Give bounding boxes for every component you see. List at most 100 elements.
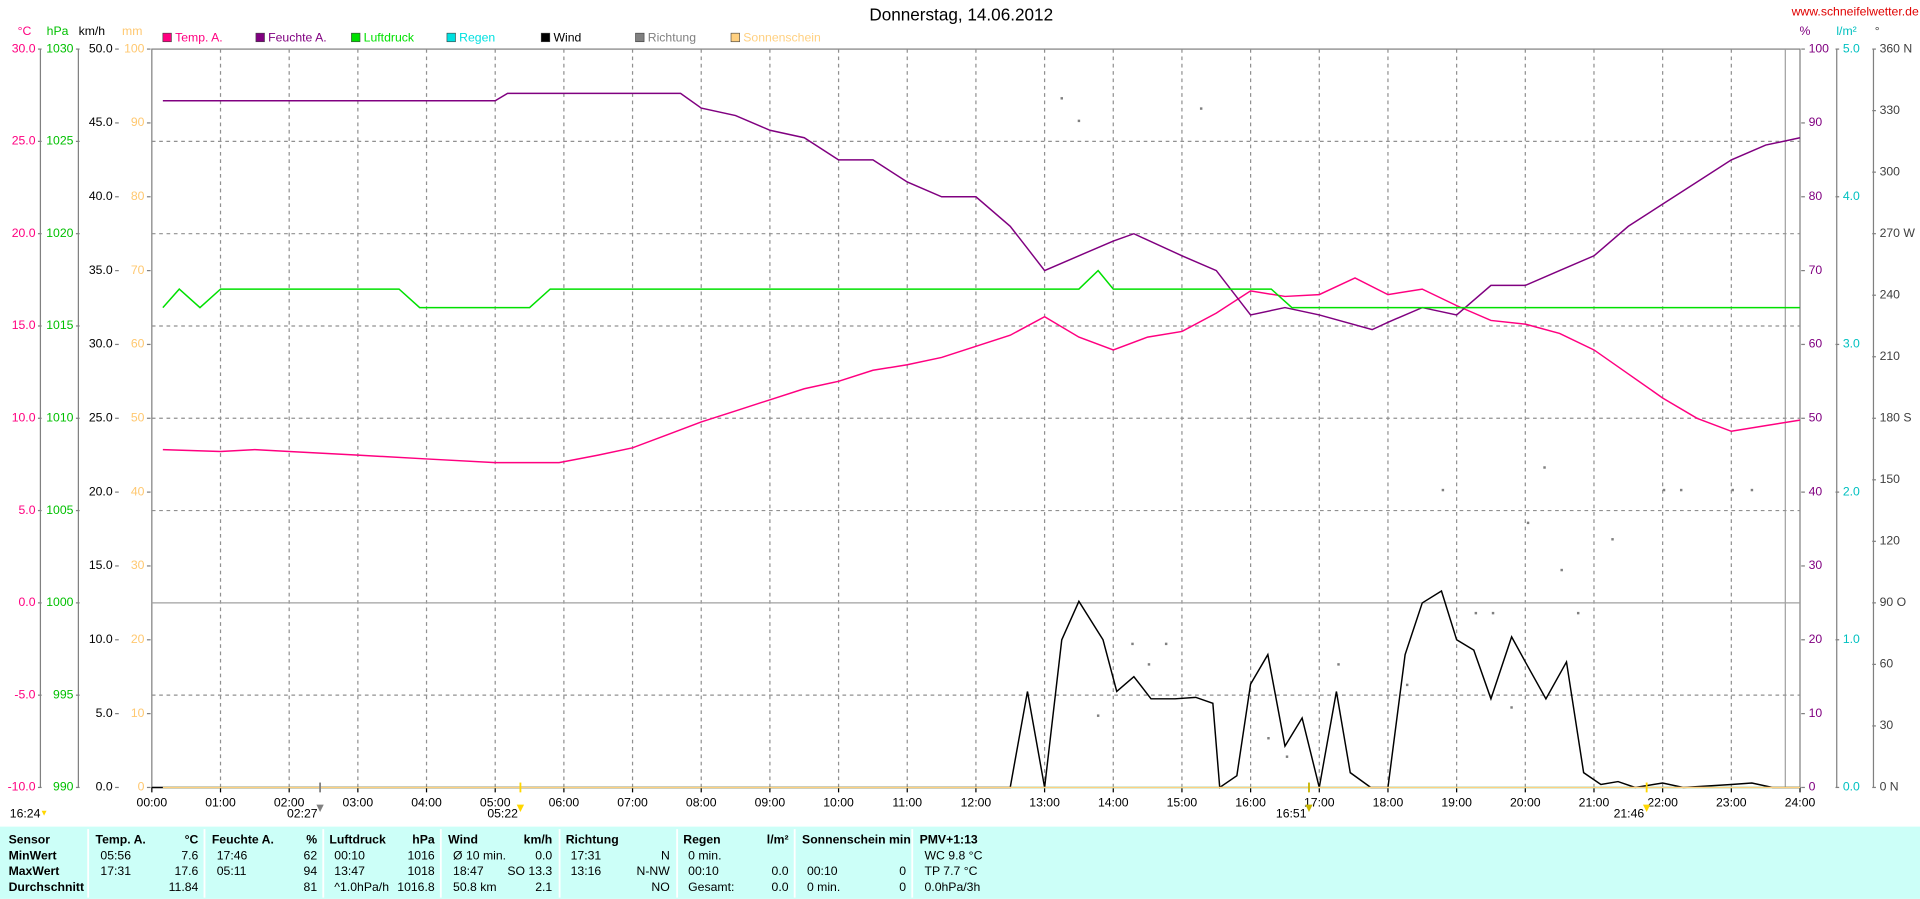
y-tick-label: 20.0 bbox=[89, 484, 113, 498]
table-cell: 81 bbox=[304, 880, 318, 894]
x-tick-label: 03:00 bbox=[343, 796, 374, 810]
table-cell: Ø 10 min. bbox=[453, 848, 506, 862]
y-tick-label: 10 bbox=[1809, 706, 1823, 720]
x-tick-label: 15:00 bbox=[1167, 796, 1198, 810]
sun-icon bbox=[41, 810, 47, 816]
table-cell: ^1.0hPa/h bbox=[334, 880, 389, 894]
table-cell: 0 min. bbox=[807, 880, 840, 894]
y-tick-label: 30 bbox=[131, 558, 145, 572]
x-tick-label: 22:00 bbox=[1647, 796, 1678, 810]
y-tick-label: 25.0 bbox=[89, 411, 113, 425]
annotation-marker bbox=[316, 804, 324, 812]
direction-point bbox=[1060, 97, 1063, 100]
direction-point bbox=[1750, 488, 1754, 492]
y-tick-label: 1000 bbox=[46, 595, 73, 609]
y-tick-label: 30 bbox=[1880, 718, 1894, 732]
y-tick-label: 210 bbox=[1880, 349, 1901, 363]
direction-point bbox=[1131, 642, 1134, 646]
axis-unit: mm bbox=[122, 24, 142, 38]
x-tick-label: 00:00 bbox=[137, 796, 168, 810]
y-tick-label: 1030 bbox=[46, 41, 73, 55]
y-tick-label: 300 bbox=[1880, 164, 1901, 178]
direction-point bbox=[1611, 538, 1614, 541]
axis-unit: hPa bbox=[47, 24, 69, 38]
table-header: Regen bbox=[683, 832, 720, 846]
table-cell: N-NW bbox=[636, 864, 670, 878]
table-cell: 17:46 bbox=[217, 848, 248, 862]
y-tick-label: 240 bbox=[1880, 287, 1901, 301]
y-tick-label: 70 bbox=[1809, 263, 1823, 277]
y-tick-label: 5.0 bbox=[96, 706, 113, 720]
legend-label: Wind bbox=[553, 30, 581, 44]
x-tick-label: 11:00 bbox=[892, 796, 922, 810]
y-tick-label: 1020 bbox=[46, 226, 73, 240]
x-tick-label: 18:00 bbox=[1373, 796, 1404, 810]
table-cell: 17:31 bbox=[571, 848, 602, 862]
y-tick-label: 30.0 bbox=[12, 41, 36, 55]
y-tick-label: 70 bbox=[131, 263, 145, 277]
direction-point bbox=[1576, 611, 1580, 615]
direction-point bbox=[1543, 466, 1546, 469]
table-cell: 0.0hPa/3h bbox=[924, 880, 980, 894]
x-tick-label: 01:00 bbox=[205, 796, 236, 810]
table-row-label: MaxWert bbox=[9, 864, 60, 878]
y-tick-label: 990 bbox=[53, 780, 74, 794]
legend-label: Sonnenschein bbox=[743, 30, 821, 44]
table-cell: 05:11 bbox=[217, 864, 247, 878]
y-tick-label: 0 bbox=[1809, 780, 1816, 794]
legend-swatch bbox=[540, 32, 551, 43]
table-unit: % bbox=[306, 832, 317, 846]
x-tick-label: 10:00 bbox=[823, 796, 854, 810]
y-tick-label: 1010 bbox=[46, 411, 73, 425]
legend-swatch bbox=[162, 32, 172, 43]
source: www.schneifelwetter.de bbox=[1791, 5, 1919, 19]
x-tick-label: 16:00 bbox=[1235, 796, 1266, 810]
table-cell: 13:16 bbox=[571, 864, 602, 878]
table-cell: 2.1 bbox=[535, 880, 552, 894]
x-tick-label: 19:00 bbox=[1441, 796, 1472, 810]
direction-point bbox=[1147, 663, 1151, 666]
y-tick-label: 90 bbox=[1809, 115, 1823, 129]
y-tick-label: 50.0 bbox=[89, 41, 113, 55]
y-tick-label: 1025 bbox=[46, 134, 73, 148]
y-tick-label: 80 bbox=[1809, 189, 1823, 203]
y-tick-label: 270 W bbox=[1880, 226, 1916, 240]
y-tick-label: 60 bbox=[131, 337, 145, 351]
axis-unit: % bbox=[1799, 24, 1810, 38]
table-cell: 0.0 bbox=[772, 880, 789, 894]
table-header: Luftdruck bbox=[329, 832, 386, 846]
direction-point bbox=[1526, 521, 1530, 525]
y-tick-label: 1015 bbox=[46, 318, 73, 332]
table-header: Richtung bbox=[566, 832, 619, 846]
table-cell: WC 9.8 °C bbox=[924, 848, 982, 862]
legend-label: Richtung bbox=[648, 30, 696, 44]
y-tick-label: 20.0 bbox=[12, 226, 36, 240]
table-cell: 0.0 bbox=[772, 864, 789, 878]
x-tick-label: 21:00 bbox=[1579, 796, 1610, 810]
y-tick-label: 90 bbox=[131, 115, 145, 129]
legend-label: Temp. A. bbox=[175, 30, 223, 44]
table-cell: 1016 bbox=[407, 848, 434, 862]
direction-point bbox=[1337, 663, 1340, 666]
axis-unit: ° bbox=[1875, 24, 1880, 38]
table-cell: 00:10 bbox=[807, 864, 838, 878]
y-tick-label: 1.0 bbox=[1843, 632, 1860, 646]
x-tick-label: 20:00 bbox=[1510, 796, 1541, 810]
annotation-label: 05:22 bbox=[487, 807, 518, 821]
y-tick-label: 0.0 bbox=[1843, 780, 1860, 794]
series-line bbox=[162, 277, 1801, 464]
x-tick-label: 04:00 bbox=[411, 796, 442, 810]
axis-unit: °C bbox=[18, 24, 32, 38]
y-tick-label: 30.0 bbox=[89, 337, 113, 351]
y-tick-label: 360 N bbox=[1880, 41, 1913, 55]
table-cell: 18:47 bbox=[453, 864, 484, 878]
legend-label: Feuchte A. bbox=[268, 30, 327, 44]
direction-point bbox=[1441, 488, 1445, 492]
y-tick-label: 15.0 bbox=[89, 558, 113, 572]
axis-unit: l/m² bbox=[1836, 24, 1856, 38]
y-tick-label: 40 bbox=[1809, 484, 1823, 498]
direction-point bbox=[1510, 706, 1513, 709]
